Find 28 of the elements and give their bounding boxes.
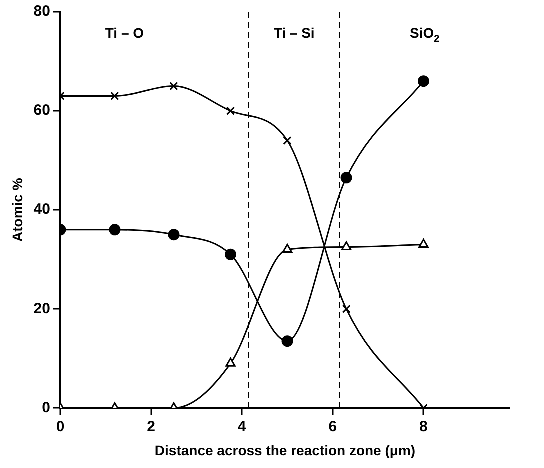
y-tick-label: 60 [34,102,50,120]
y-tick-label: 20 [34,300,50,318]
point [110,92,120,100]
point [340,172,352,184]
x-axis-title: Distance across the reaction zone (μm) [154,442,416,458]
annotation: Ti – O [105,24,144,41]
point [226,358,236,367]
y-tick-label: 0 [42,399,50,416]
point [283,136,292,146]
point [225,248,237,260]
point [168,229,180,241]
x-tick-label: 2 [147,418,156,436]
x-tick-label: 8 [420,418,428,436]
point [282,244,293,253]
x-tick-label: 4 [238,418,247,436]
point [341,241,352,250]
x-tick-label: 6 [328,418,338,436]
y-tick-label: 40 [34,201,50,218]
point [418,76,430,88]
annotation: Ti – Si [274,24,315,41]
point [170,82,178,91]
y-tick-label: 80 [34,3,50,20]
point [342,304,351,314]
point [109,224,121,236]
point [226,106,236,116]
y-axis-title: Atomic % [9,178,26,242]
point [418,239,429,248]
x-tick-label: 0 [56,418,65,436]
